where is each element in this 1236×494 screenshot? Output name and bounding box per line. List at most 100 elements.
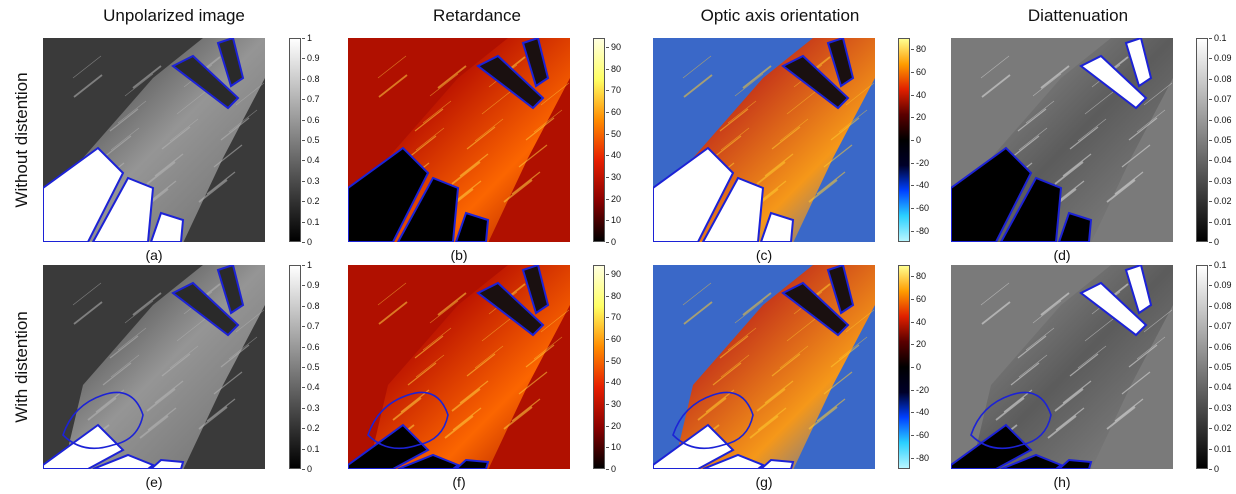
fiber-streak — [756, 161, 786, 185]
clamp-lower-left — [348, 146, 430, 242]
fiber-streak — [176, 318, 206, 342]
clamp-lower-middle — [702, 453, 765, 469]
colorbar-tick-label: 50 — [605, 355, 622, 366]
fiber-streak — [481, 91, 511, 115]
colorbar-tick-label: 0.1 — [302, 443, 320, 454]
fiber-streak — [198, 406, 228, 430]
fiber-streak — [533, 336, 563, 360]
colorbar-tick-label: 60 — [605, 107, 622, 118]
fiber-streak — [845, 82, 875, 106]
fiber-streak — [1003, 389, 1033, 413]
colorbar-tick-label: 0.5 — [302, 362, 320, 372]
fiber-streak — [525, 117, 555, 141]
fiber-streak — [540, 309, 570, 333]
fiber-streak — [980, 55, 1010, 79]
colorbar-tick-label: 80 — [605, 63, 622, 74]
fiber-streak — [511, 171, 541, 195]
fiber-streak — [228, 109, 258, 133]
column-title: Retardance — [433, 6, 521, 25]
clamp-lower-middle — [92, 453, 155, 469]
fiber-streak — [808, 406, 838, 430]
fiber-streak — [481, 318, 511, 342]
colorbar-tick-label: 1 — [301, 260, 313, 270]
colorbar-tick-label: 50 — [605, 128, 622, 139]
fiber-streak — [742, 65, 772, 89]
clamp-lower-middle — [999, 176, 1063, 242]
colorbar-tick-label: 80 — [605, 290, 622, 301]
colorbar-tick-label: 0.05 — [1209, 362, 1232, 372]
colorbar-tick-label: 40 — [605, 150, 622, 161]
colorbar-tick-label: 80 — [910, 271, 927, 282]
fiber-streak — [838, 109, 868, 133]
fiber-streak — [132, 65, 162, 89]
colorbar-tick-label: -60 — [910, 430, 930, 441]
fiber-streak — [1025, 100, 1055, 124]
clamp-lower-middle — [397, 453, 460, 469]
fiber-streak — [213, 144, 243, 168]
fiber-streak — [1106, 179, 1136, 203]
clamp-upper-arm — [826, 265, 855, 315]
fiber-streak — [1069, 126, 1099, 150]
colorbar-tick-label: 0.08 — [1209, 73, 1232, 84]
fiber-streak — [1069, 353, 1099, 377]
colorbar-ticks: 90 80 70 60 50 40 30 20 10 0 — [605, 265, 641, 474]
fiber-streak — [683, 301, 713, 325]
fiber-streak — [734, 300, 764, 324]
colorbar-tick-label: 0 — [301, 464, 313, 474]
fiber-streak — [823, 144, 853, 168]
contour-outline — [62, 391, 144, 450]
colorbar-tick-label: -40 — [910, 407, 930, 418]
fiber-streak — [1062, 153, 1092, 177]
fiber-streak — [154, 380, 184, 404]
image-panel — [348, 38, 570, 242]
colorbar-tick-label: 0.9 — [302, 280, 320, 291]
panel-caption: (d) — [1053, 247, 1071, 263]
fiber-streak — [1106, 406, 1136, 430]
clamp-lower-middle — [1000, 453, 1063, 469]
fiber-streak — [378, 74, 408, 98]
fiber-streak — [1121, 371, 1151, 395]
fiber-streak — [683, 74, 713, 98]
panel-caption: (b) — [450, 247, 468, 263]
fiber-streak — [415, 354, 445, 378]
clamp-lower-right — [1057, 458, 1093, 469]
fiber-streak — [415, 127, 445, 151]
fiber-streak — [117, 100, 147, 124]
colorbar-tick-label: 0 — [605, 237, 617, 247]
fiber-streak — [400, 389, 430, 413]
colorbar-tick-label: 0.01 — [1209, 443, 1232, 454]
fiber-streak — [124, 73, 154, 97]
fiber-streak — [697, 397, 727, 421]
colorbar-tick-label: 60 — [910, 66, 927, 77]
colorbar-tick-label: 0.03 — [1209, 175, 1232, 186]
colorbar-tick-label: 90 — [605, 42, 622, 53]
colorbar-ticks: 80 60 40 20 0 -20 -40 -60 -80 — [910, 265, 946, 469]
clamp-lower-right — [1057, 211, 1093, 242]
fiber-streak — [206, 398, 236, 422]
clamp-upper-arm — [826, 38, 855, 88]
fiber-streak — [220, 344, 250, 368]
colorbar-tick-label: 0.7 — [302, 321, 320, 332]
fiber-streak — [132, 292, 162, 316]
fiber-streak — [786, 91, 816, 115]
fiber-streak — [518, 371, 548, 395]
fiber-streak — [1121, 144, 1151, 168]
colorbar-tick-label: 0.09 — [1209, 280, 1232, 291]
fiber-streak — [72, 282, 102, 306]
clamp-upper — [1079, 281, 1148, 337]
fiber-streak — [540, 82, 570, 106]
fiber-streak — [146, 161, 176, 185]
fiber-streak — [771, 126, 801, 150]
image-panel — [653, 265, 875, 469]
colorbar-tick-label: 10 — [605, 215, 622, 226]
panel-caption: (a) — [145, 247, 163, 263]
fiber-streak — [161, 126, 191, 150]
colorbar-ticks: 1 0.9 0.8 0.7 0.6 0.5 0.4 0.3 0.2 0.1 0 — [301, 260, 337, 474]
fiber-streak — [102, 135, 132, 159]
colorbar-tick-label: 0 — [1208, 237, 1220, 247]
colorbar-tick-label: 0 — [1208, 464, 1220, 474]
column-title: Optic axis orientation — [700, 6, 860, 25]
clamp-upper-arm — [521, 38, 550, 88]
fiber-streak — [1040, 65, 1070, 89]
colorbar-tick-label: 20 — [605, 193, 622, 204]
